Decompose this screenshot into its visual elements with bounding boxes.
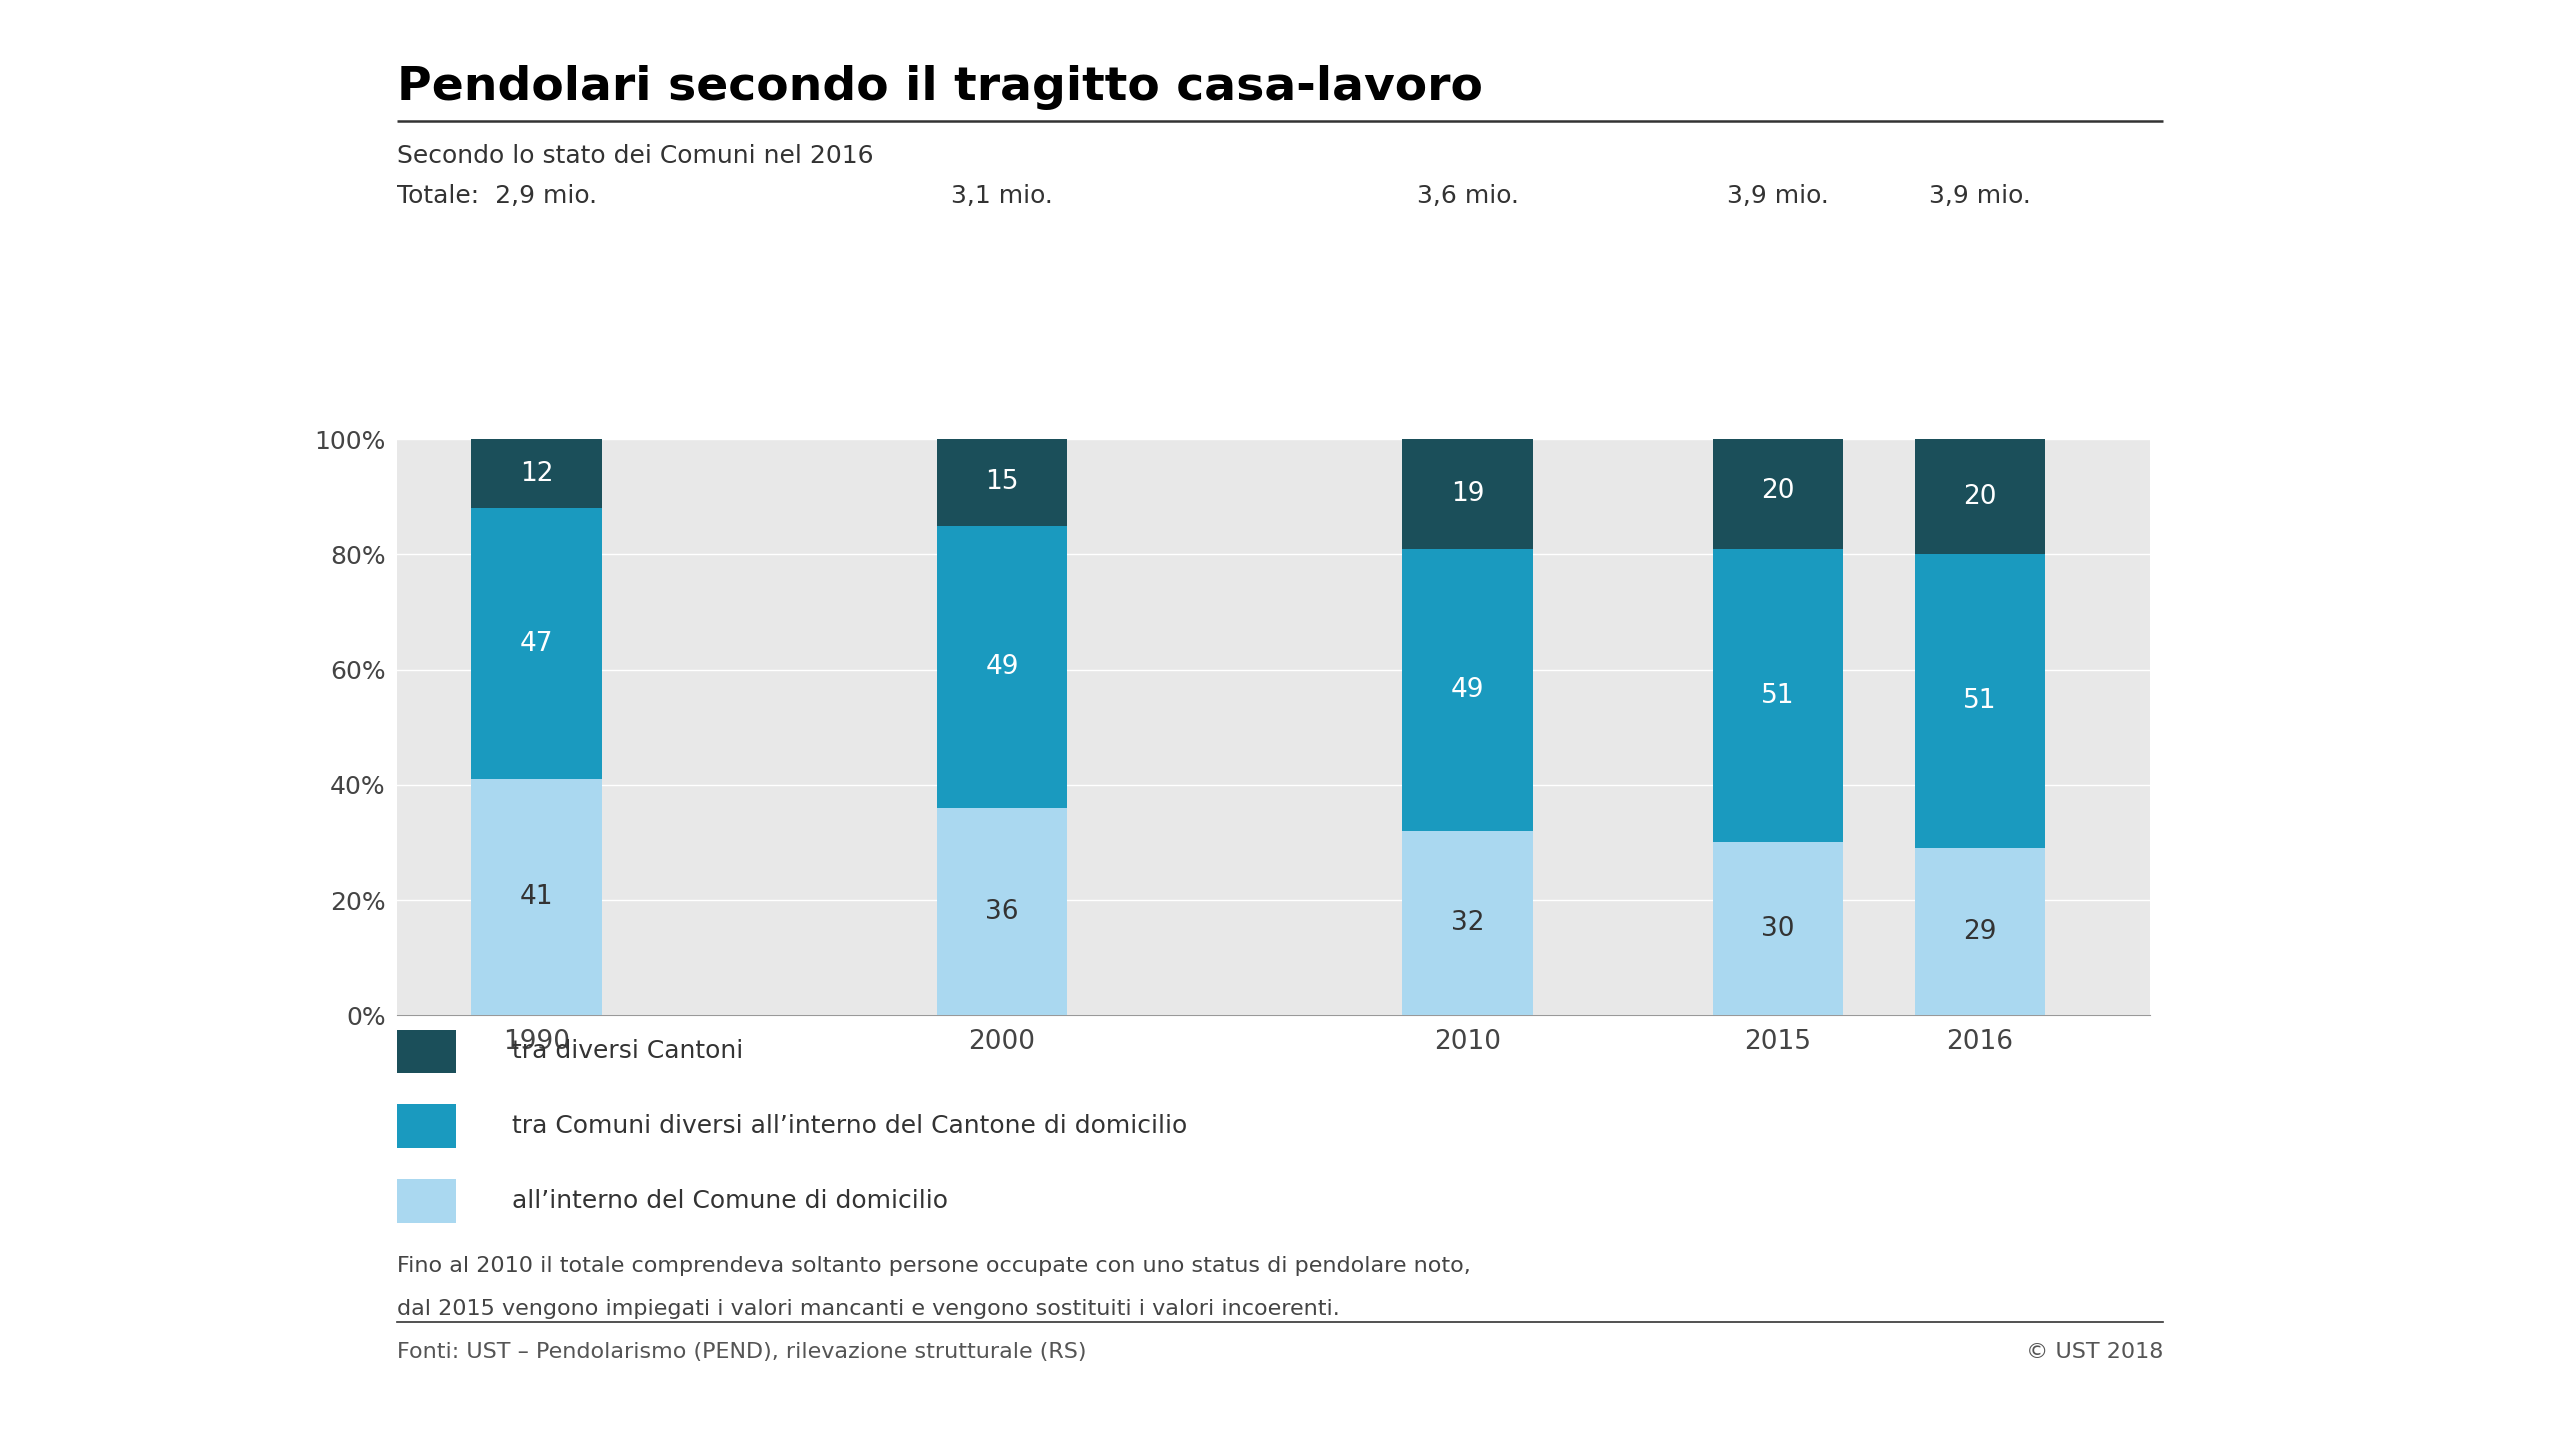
Text: 12: 12 [520,461,553,487]
Text: Fino al 2010 il totale comprendeva soltanto persone occupate con uno status di p: Fino al 2010 il totale comprendeva solta… [397,1256,1469,1276]
Text: 30: 30 [1761,916,1795,942]
Bar [1713,549,1843,842]
Bar [471,779,602,1015]
Bar [937,526,1068,808]
Bar [1403,549,1533,831]
Text: 29: 29 [1964,919,1997,945]
Text: tra diversi Cantoni: tra diversi Cantoni [512,1040,742,1063]
Text: Fonti: UST – Pendolarismo (PEND), rilevazione strutturale (RS): Fonti: UST – Pendolarismo (PEND), rileva… [397,1342,1085,1362]
Bar [1915,554,2045,848]
Bar [937,808,1068,1015]
Text: Secondo lo stato dei Comuni nel 2016: Secondo lo stato dei Comuni nel 2016 [397,144,873,168]
Bar [471,439,602,508]
Bar [1915,439,2045,554]
Text: 49: 49 [986,654,1019,680]
Text: dal 2015 vengono impiegati i valori mancanti e vengono sostituiti i valori incoe: dal 2015 vengono impiegati i valori manc… [397,1299,1339,1319]
Bar [1713,842,1843,1015]
Text: 20: 20 [1964,484,1997,510]
Text: 20: 20 [1761,478,1795,504]
Text: 51: 51 [1964,688,1997,714]
Bar [1403,831,1533,1015]
Text: 32: 32 [1452,910,1485,936]
Text: 15: 15 [986,469,1019,495]
Text: 3,6 mio.: 3,6 mio. [1416,184,1518,209]
Text: Pendolari secondo il tragitto casa-lavoro: Pendolari secondo il tragitto casa-lavor… [397,65,1482,109]
Text: 3,9 mio.: 3,9 mio. [1928,184,2030,209]
Text: 36: 36 [986,899,1019,924]
Text: Totale:  2,9 mio.: Totale: 2,9 mio. [397,184,596,209]
Text: 41: 41 [520,884,553,910]
Bar [471,508,602,779]
Text: 49: 49 [1452,677,1485,703]
Text: all’interno del Comune di domicilio: all’interno del Comune di domicilio [512,1189,947,1212]
Text: tra Comuni diversi all’interno del Cantone di domicilio: tra Comuni diversi all’interno del Canto… [512,1115,1188,1138]
Bar [1915,848,2045,1015]
Text: 19: 19 [1452,481,1485,507]
Bar [1403,439,1533,549]
Bar [937,439,1068,526]
Text: © UST 2018: © UST 2018 [2025,1342,2163,1362]
Text: 47: 47 [520,631,553,657]
Text: 51: 51 [1761,683,1795,708]
Bar [1713,433,1843,549]
Text: 3,1 mio.: 3,1 mio. [952,184,1052,209]
Text: 3,9 mio.: 3,9 mio. [1728,184,1828,209]
